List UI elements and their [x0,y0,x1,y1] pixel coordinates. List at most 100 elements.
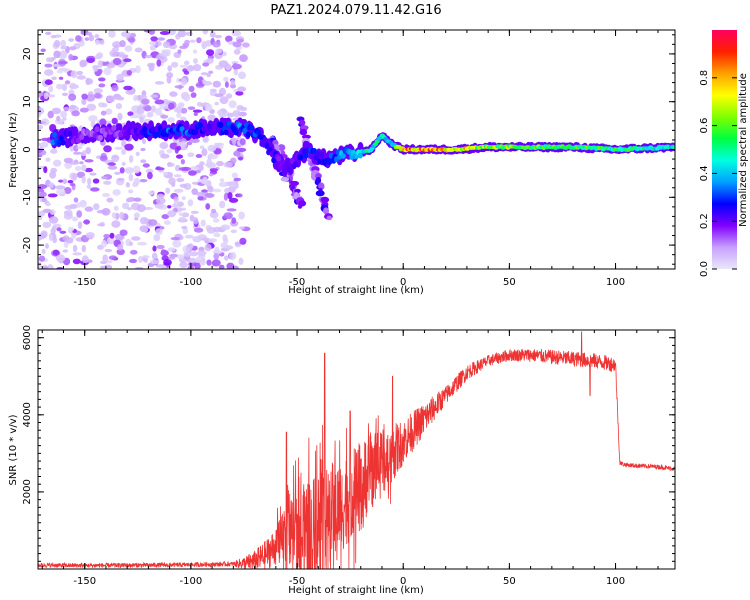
carrier-core [264,142,270,149]
noise-blob [224,255,229,261]
streak-blob [290,180,299,186]
noise-blob [111,220,121,228]
noise-blob [218,181,229,188]
streak-blob [298,200,307,207]
noise-blob [218,264,225,269]
noise-blob [212,226,222,233]
noise-blob [69,104,77,110]
noise-blob [114,96,125,101]
noise-blob [79,107,89,113]
noise-blob [238,211,245,220]
noise-blob [107,165,118,170]
noise-blob [161,249,167,254]
noise-blob [200,257,206,266]
noise-blob [76,75,87,80]
noise-blob [150,94,159,98]
noise-blob [213,232,221,238]
noise-blob [47,110,54,119]
noise-blob [42,221,52,229]
x-tick-label: -100 [180,576,203,587]
noise-blob [215,48,223,54]
noise-blob [187,152,195,157]
noise-blob [98,102,106,108]
noise-blob [186,65,195,72]
noise-blob [140,147,146,152]
noise-blob [155,107,162,116]
noise-blob [128,189,134,194]
carrier-core [255,129,261,136]
y-tick-label: 2000 [22,479,33,504]
noise-blob [56,69,64,74]
noise-blob [111,117,118,125]
noise-blob [63,157,74,164]
noise-blob [99,118,107,127]
noise-blob [141,138,147,145]
noise-blob [147,219,158,226]
noise-blob [232,41,242,48]
streak-blob [299,119,306,126]
noise-blob [209,31,216,38]
noise-blob [44,63,53,68]
noise-blob [125,182,130,188]
noise-blob [211,259,221,267]
noise-blob [219,142,224,150]
noise-blob [178,212,184,217]
noise-blob [133,197,142,202]
noise-blob [98,77,106,82]
carrier-halo [161,120,168,131]
noise-blob [235,91,244,96]
spectrogram-image [38,30,675,269]
noise-blob [206,57,214,64]
snr-x-axis-label: Height of straight line (km) [288,585,424,596]
carrier-core [79,134,85,140]
noise-blob [222,234,228,242]
noise-blob [58,60,68,65]
noise-blob [60,45,67,50]
noise-blob [95,53,102,60]
carrier-core [67,130,73,137]
streak-blob [326,215,332,221]
noise-blob [129,32,136,38]
noise-blob [111,84,119,92]
noise-blob [192,236,202,243]
noise-blob [56,227,62,232]
noise-blob [206,73,211,78]
noise-blob [74,166,82,171]
noise-blob [206,158,212,167]
noise-blob [62,178,68,185]
noise-blob [232,62,238,70]
noise-blob [139,217,148,225]
streak-blob [280,176,290,182]
noise-blob [214,246,220,254]
noise-blob [200,178,208,184]
figure-title: PAZ1.2024.079.11.42.G16 [270,3,441,18]
noise-blob [168,102,175,110]
noise-blob [156,244,165,250]
noise-blob [168,177,176,186]
noise-blob [72,252,82,256]
noise-blob [127,37,136,43]
streak-blob [315,177,322,184]
noise-blob [121,149,127,155]
noise-blob [81,244,87,253]
noise-blob [206,259,212,266]
noise-blob [180,159,185,165]
noise-blob [212,80,221,88]
noise-blob [170,237,180,241]
noise-blob [197,195,204,201]
carrier-core [672,145,675,150]
noise-blob [179,183,188,188]
carrier-core [245,131,251,138]
noise-blob [116,177,125,181]
x-tick-label: 100 [606,277,625,288]
noise-blob [113,205,119,211]
noise-blob [163,259,172,266]
noise-blob [97,223,105,227]
noise-blob [93,88,103,94]
noise-blob [224,187,230,194]
carrier-core [106,133,112,140]
noise-blob [168,256,176,260]
noise-blob [237,86,247,92]
noise-blob [159,142,169,150]
